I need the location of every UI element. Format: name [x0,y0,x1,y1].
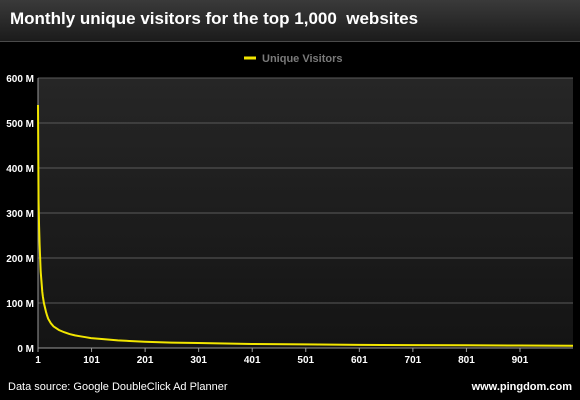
x-tick-label-1: 101 [83,355,100,366]
x-axis: 1 101 201 301 401 501 601 701 801 901 [35,348,529,366]
x-tick-label-3: 301 [190,355,207,366]
legend[interactable]: Unique Visitors [244,53,342,65]
x-tick-label-7: 701 [405,355,422,366]
y-tick-label-3: 300 M [6,209,34,220]
x-tick-label-0: 1 [35,355,41,366]
y-tick-label-5: 500 M [6,119,34,130]
credit-link[interactable]: www.pingdom.com [472,381,572,393]
y-tick-label-2: 200 M [6,254,34,265]
x-tick-label-5: 501 [297,355,314,366]
x-tick-label-9: 901 [512,355,529,366]
y-axis: 0 M 100 M 200 M 300 M 400 M 500 M 600 M [6,74,34,355]
x-tick-label-4: 401 [244,355,261,366]
legend-label-unique-visitors: Unique Visitors [262,53,342,65]
line-chart: 0 M 100 M 200 M 300 M 400 M 500 M 600 M 1 101 20… [0,43,580,374]
y-tick-label-6: 600 M [6,74,34,85]
y-tick-label-1: 100 M [6,299,34,310]
x-tick-label-8: 801 [458,355,475,366]
title-bar: Monthly unique visitors for the top 1,00… [0,0,580,42]
chart-area: 0 M 100 M 200 M 300 M 400 M 500 M 600 M 1 101 20… [0,43,580,374]
data-source: Data source: Google DoubleClick Ad Plann… [8,381,228,393]
chart-title: Monthly unique visitors for the top 1,00… [10,9,418,29]
x-tick-label-6: 601 [351,355,368,366]
y-tick-label-0: 0 M [17,344,34,355]
y-tick-label-4: 400 M [6,164,34,175]
x-tick-label-2: 201 [137,355,154,366]
